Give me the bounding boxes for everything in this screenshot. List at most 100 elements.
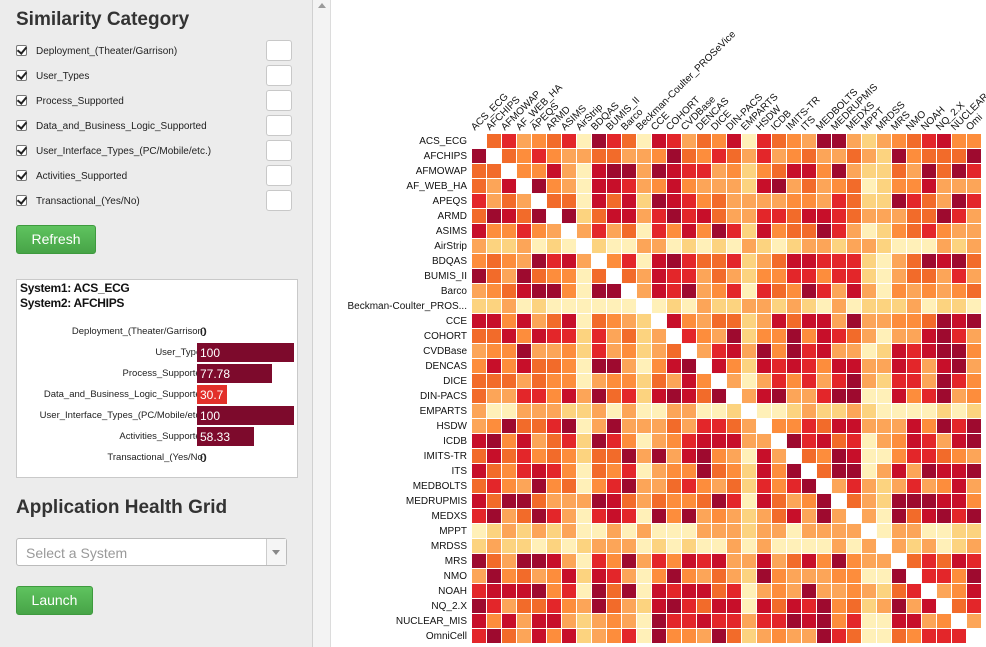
heatmap-cell[interactable] [532, 194, 546, 208]
heatmap-cell[interactable] [592, 179, 606, 193]
heatmap-cell[interactable] [802, 194, 816, 208]
heatmap-cell[interactable] [682, 419, 696, 433]
heatmap-cell[interactable] [502, 329, 516, 343]
heatmap-cell[interactable] [547, 509, 561, 523]
heatmap-cell[interactable] [877, 134, 891, 148]
heatmap-cell[interactable] [682, 299, 696, 313]
heatmap-cell[interactable] [922, 539, 936, 553]
heatmap-cell[interactable] [862, 389, 876, 403]
heatmap-cell[interactable] [742, 134, 756, 148]
heatmap-cell[interactable] [637, 464, 651, 478]
heatmap-cell[interactable] [577, 164, 591, 178]
heatmap-cell[interactable] [487, 524, 501, 538]
heatmap-cell[interactable] [712, 284, 726, 298]
heatmap-cell[interactable] [817, 524, 831, 538]
heatmap-cell[interactable] [577, 494, 591, 508]
heatmap-cell[interactable] [877, 464, 891, 478]
heatmap-cell[interactable] [922, 224, 936, 238]
heatmap-cell[interactable] [727, 479, 741, 493]
heatmap-cell[interactable] [952, 194, 966, 208]
heatmap-cell[interactable] [622, 164, 636, 178]
heatmap-cell[interactable] [622, 419, 636, 433]
heatmap-cell[interactable] [667, 239, 681, 253]
heatmap-cell[interactable] [592, 224, 606, 238]
heatmap-cell[interactable] [697, 254, 711, 268]
heatmap-cell[interactable] [907, 284, 921, 298]
heatmap-cell[interactable] [772, 194, 786, 208]
heatmap-cell[interactable] [667, 374, 681, 388]
heatmap-cell[interactable] [502, 194, 516, 208]
heatmap-cell[interactable] [562, 149, 576, 163]
heatmap-cell[interactable] [862, 434, 876, 448]
heatmap-cell[interactable] [742, 569, 756, 583]
heatmap-cell[interactable] [862, 494, 876, 508]
heatmap-cell[interactable] [907, 554, 921, 568]
heatmap-cell[interactable] [517, 134, 531, 148]
heatmap-cell[interactable] [727, 299, 741, 313]
heatmap-cell[interactable] [742, 449, 756, 463]
heatmap-cell[interactable] [682, 344, 696, 358]
heatmap-cell[interactable] [907, 164, 921, 178]
heatmap-cell[interactable] [787, 209, 801, 223]
heatmap-cell[interactable] [637, 314, 651, 328]
heatmap-cell[interactable] [862, 239, 876, 253]
heatmap-cell[interactable] [607, 254, 621, 268]
heatmap-cell[interactable] [727, 329, 741, 343]
heatmap-cell[interactable] [862, 359, 876, 373]
heatmap-cell[interactable] [652, 314, 666, 328]
heatmap-cell[interactable] [772, 149, 786, 163]
heatmap-cell[interactable] [517, 164, 531, 178]
heatmap-cell[interactable] [637, 359, 651, 373]
heatmap-cell[interactable] [517, 449, 531, 463]
heatmap-cell[interactable] [787, 599, 801, 613]
heatmap-cell[interactable] [757, 164, 771, 178]
heatmap-cell[interactable] [667, 314, 681, 328]
heatmap-cell[interactable] [622, 479, 636, 493]
heatmap-cell[interactable] [577, 554, 591, 568]
heatmap-cell[interactable] [832, 179, 846, 193]
heatmap-cell[interactable] [787, 584, 801, 598]
heatmap-cell[interactable] [952, 164, 966, 178]
heatmap-cell[interactable] [922, 389, 936, 403]
heatmap-cell[interactable] [757, 569, 771, 583]
heatmap-cell[interactable] [637, 344, 651, 358]
heatmap-cell[interactable] [787, 374, 801, 388]
heatmap-cell[interactable] [682, 149, 696, 163]
heatmap-cell[interactable] [922, 254, 936, 268]
heatmap-cell[interactable] [562, 209, 576, 223]
heatmap-cell[interactable] [922, 209, 936, 223]
heatmap-cell[interactable] [952, 419, 966, 433]
heatmap-cell[interactable] [592, 599, 606, 613]
heatmap-cell[interactable] [577, 344, 591, 358]
heatmap-cell[interactable] [682, 389, 696, 403]
heatmap-cell[interactable] [757, 404, 771, 418]
heatmap-cell[interactable] [592, 344, 606, 358]
heatmap-cell[interactable] [562, 314, 576, 328]
heatmap-cell[interactable] [847, 509, 861, 523]
heatmap-cell[interactable] [532, 359, 546, 373]
heatmap-cell[interactable] [937, 329, 951, 343]
heatmap-cell[interactable] [607, 344, 621, 358]
heatmap-cell[interactable] [562, 134, 576, 148]
heatmap-cell[interactable] [967, 464, 981, 478]
heatmap-cell[interactable] [877, 479, 891, 493]
heatmap-cell[interactable] [952, 374, 966, 388]
heatmap-cell[interactable] [562, 614, 576, 628]
heatmap-cell[interactable] [967, 389, 981, 403]
heatmap-cell[interactable] [472, 299, 486, 313]
heatmap-cell[interactable] [682, 464, 696, 478]
heatmap-cell[interactable] [577, 449, 591, 463]
heatmap-cell[interactable] [742, 464, 756, 478]
heatmap-cell[interactable] [502, 299, 516, 313]
heatmap-cell[interactable] [487, 269, 501, 283]
heatmap-cell[interactable] [592, 329, 606, 343]
heatmap-cell[interactable] [637, 584, 651, 598]
heatmap-cell[interactable] [562, 539, 576, 553]
heatmap-cell[interactable] [847, 284, 861, 298]
heatmap-cell[interactable] [517, 599, 531, 613]
heatmap-cell[interactable] [937, 314, 951, 328]
heatmap-cell[interactable] [622, 494, 636, 508]
heatmap-cell[interactable] [892, 374, 906, 388]
heatmap-cell[interactable] [907, 134, 921, 148]
heatmap-cell[interactable] [697, 464, 711, 478]
